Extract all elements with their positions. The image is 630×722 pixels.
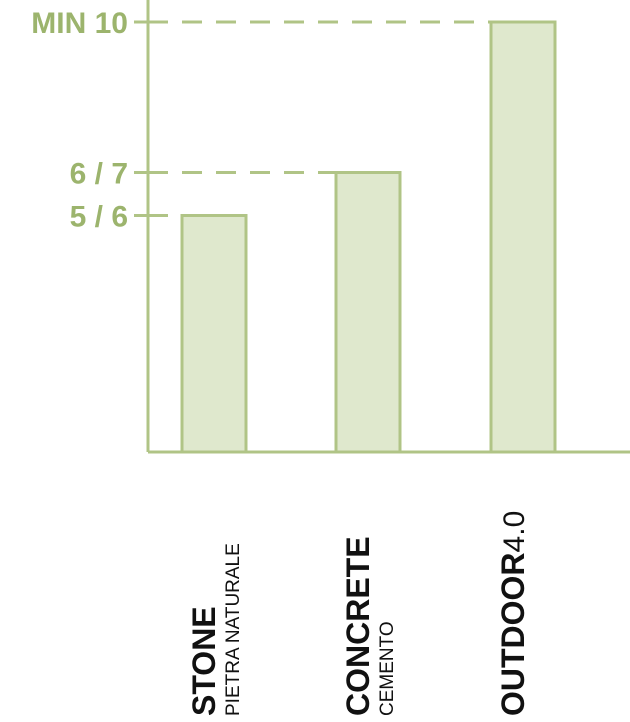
tick-labels: MIN 10 6 / 7 5 / 6 — [31, 7, 128, 234]
category-label-concrete: CONCRETE CEMENTO — [340, 536, 398, 716]
bars — [180, 20, 557, 454]
category-labels: STONE PIETRA NATURALE CONCRETE CEMENTO OUTDO… — [186, 511, 531, 716]
axes — [134, 0, 630, 454]
category-name: STONE — [186, 606, 222, 716]
tick-label-2: 5 / 6 — [70, 201, 128, 234]
category-label-stone: STONE PIETRA NATURALE — [186, 543, 244, 716]
category-name: CONCRETE — [340, 536, 376, 716]
tick-label-0: MIN 10 — [31, 7, 128, 40]
category-subtitle: CEMENTO — [377, 621, 398, 716]
category-suffix: 4.0 — [498, 511, 531, 553]
category-name: OUTDOOR4.0 — [495, 511, 531, 716]
guide-lines — [148, 20, 491, 217]
bar-outdoor — [489, 20, 557, 454]
category-label-outdoor: OUTDOOR4.0 — [495, 511, 531, 716]
category-subtitle: PIETRA NATURALE — [223, 543, 244, 716]
tick-label-1: 6 / 7 — [70, 158, 128, 191]
bar-concrete — [334, 171, 402, 454]
bar-stone — [180, 214, 248, 454]
